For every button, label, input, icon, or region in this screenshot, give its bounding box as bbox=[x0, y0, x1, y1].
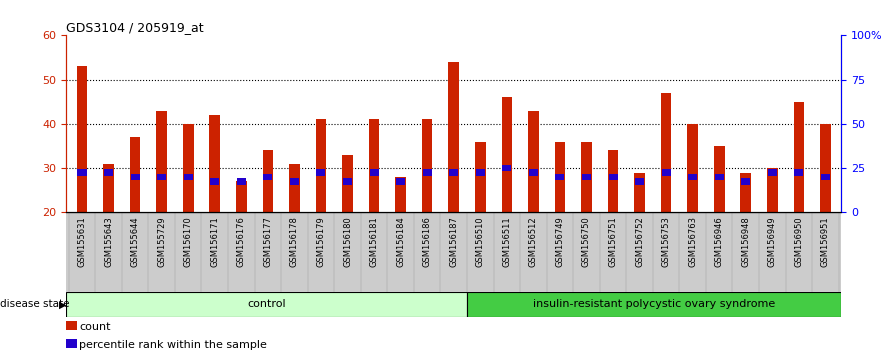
Text: GSM156750: GSM156750 bbox=[582, 216, 591, 267]
Bar bbox=[687, 124, 698, 212]
Text: count: count bbox=[79, 322, 111, 332]
Text: GSM156752: GSM156752 bbox=[635, 216, 644, 267]
Text: GSM156951: GSM156951 bbox=[821, 216, 830, 267]
Bar bbox=[741, 178, 751, 185]
Bar bbox=[290, 178, 299, 185]
Bar bbox=[369, 120, 380, 212]
Text: GSM156510: GSM156510 bbox=[476, 216, 485, 267]
Text: control: control bbox=[248, 299, 286, 309]
Bar bbox=[821, 174, 830, 180]
Text: GSM156950: GSM156950 bbox=[795, 216, 803, 267]
Text: GSM155643: GSM155643 bbox=[104, 216, 113, 267]
Bar bbox=[396, 177, 406, 212]
Text: GSM155729: GSM155729 bbox=[157, 216, 167, 267]
Bar bbox=[396, 178, 405, 185]
Text: GSM155631: GSM155631 bbox=[78, 216, 86, 267]
Bar bbox=[422, 120, 433, 212]
Bar bbox=[528, 110, 538, 212]
Bar bbox=[635, 178, 644, 185]
Bar bbox=[369, 169, 379, 176]
Bar bbox=[449, 169, 458, 176]
Text: GSM156177: GSM156177 bbox=[263, 216, 272, 267]
Text: GSM156171: GSM156171 bbox=[211, 216, 219, 267]
Bar bbox=[183, 124, 194, 212]
Bar bbox=[423, 169, 432, 176]
Bar bbox=[263, 150, 273, 212]
Bar bbox=[502, 165, 511, 171]
Text: GSM156181: GSM156181 bbox=[369, 216, 379, 267]
Text: GSM156179: GSM156179 bbox=[316, 216, 325, 267]
Text: GSM156512: GSM156512 bbox=[529, 216, 538, 267]
Bar bbox=[77, 67, 87, 212]
Bar bbox=[634, 172, 645, 212]
Bar bbox=[104, 169, 113, 176]
Bar bbox=[661, 93, 671, 212]
Text: GSM156180: GSM156180 bbox=[343, 216, 352, 267]
Bar bbox=[316, 169, 325, 176]
Bar bbox=[662, 169, 670, 176]
Bar bbox=[688, 174, 697, 180]
Bar bbox=[467, 292, 841, 317]
Bar bbox=[555, 174, 565, 180]
Text: GSM156763: GSM156763 bbox=[688, 216, 697, 267]
Bar bbox=[211, 178, 219, 185]
Text: insulin-resistant polycystic ovary syndrome: insulin-resistant polycystic ovary syndr… bbox=[533, 299, 775, 309]
Text: GSM156184: GSM156184 bbox=[396, 216, 405, 267]
Bar bbox=[156, 110, 167, 212]
Text: GDS3104 / 205919_at: GDS3104 / 205919_at bbox=[66, 21, 204, 34]
Text: GSM156949: GSM156949 bbox=[768, 216, 777, 267]
Text: ▶: ▶ bbox=[59, 299, 67, 309]
Bar bbox=[582, 174, 591, 180]
Bar bbox=[475, 142, 485, 212]
Bar bbox=[315, 120, 326, 212]
Text: GSM156170: GSM156170 bbox=[184, 216, 193, 267]
Bar bbox=[555, 142, 566, 212]
Bar bbox=[130, 137, 140, 212]
Text: GSM156176: GSM156176 bbox=[237, 216, 246, 267]
Text: disease state: disease state bbox=[0, 299, 70, 309]
Bar bbox=[130, 174, 139, 180]
Bar bbox=[608, 150, 618, 212]
Bar bbox=[820, 124, 831, 212]
Text: GSM156753: GSM156753 bbox=[662, 216, 670, 267]
Bar bbox=[343, 178, 352, 185]
Bar bbox=[236, 181, 247, 212]
Bar bbox=[342, 155, 352, 212]
Text: GSM156751: GSM156751 bbox=[609, 216, 618, 267]
Bar bbox=[210, 115, 220, 212]
Bar bbox=[476, 169, 485, 176]
Bar bbox=[237, 178, 246, 185]
Bar bbox=[714, 174, 723, 180]
Text: percentile rank within the sample: percentile rank within the sample bbox=[79, 340, 267, 350]
Text: GSM156186: GSM156186 bbox=[423, 216, 432, 267]
Bar bbox=[448, 62, 459, 212]
Bar bbox=[581, 142, 592, 212]
Bar bbox=[78, 169, 86, 176]
Text: GSM156948: GSM156948 bbox=[741, 216, 751, 267]
Bar bbox=[740, 172, 751, 212]
Text: GSM156749: GSM156749 bbox=[555, 216, 565, 267]
Bar bbox=[795, 169, 803, 176]
Bar bbox=[529, 169, 538, 176]
Bar bbox=[794, 102, 804, 212]
Bar bbox=[66, 292, 467, 317]
Bar bbox=[714, 146, 724, 212]
Text: GSM155644: GSM155644 bbox=[130, 216, 139, 267]
Bar bbox=[263, 174, 272, 180]
Bar bbox=[767, 168, 778, 212]
Text: GSM156511: GSM156511 bbox=[502, 216, 511, 267]
Bar bbox=[768, 169, 777, 176]
Bar bbox=[609, 174, 618, 180]
Bar bbox=[501, 97, 512, 212]
Bar bbox=[184, 174, 193, 180]
Bar bbox=[103, 164, 114, 212]
Bar bbox=[157, 174, 167, 180]
Bar bbox=[289, 164, 300, 212]
Text: GSM156187: GSM156187 bbox=[449, 216, 458, 267]
Text: GSM156946: GSM156946 bbox=[714, 216, 723, 267]
Text: GSM156178: GSM156178 bbox=[290, 216, 299, 267]
